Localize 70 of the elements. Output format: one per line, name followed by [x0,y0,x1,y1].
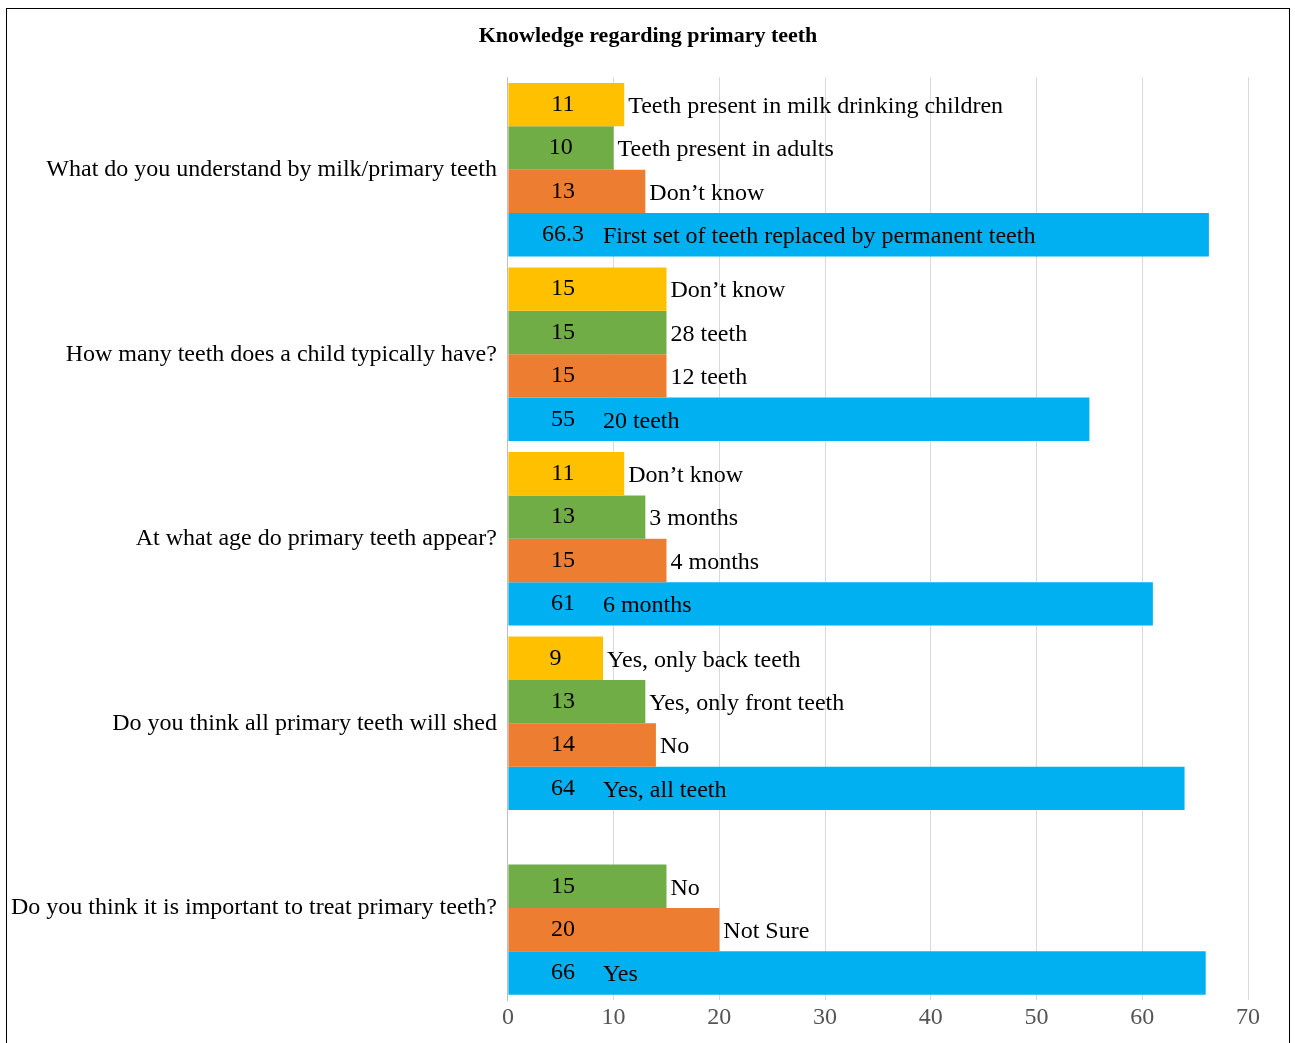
x-tick-label: 70 [1236,1002,1260,1029]
bar [508,495,646,539]
annotation: First set of teeth replaced by permanent teeth [602,222,1036,249]
data-label: 15 [550,274,575,301]
annotation: 6 months [602,591,692,618]
data-label: 13 [550,686,575,713]
annotation: Yes, only back teeth [607,645,801,672]
bar [508,169,646,214]
data-label: 15 [550,545,575,572]
annotation: 3 months [649,504,739,531]
annotation: 20 teeth [602,406,680,433]
data-label: 11 [551,89,575,116]
data-label: 15 [550,317,575,344]
annotation: No [670,873,700,900]
annotation: Don’t know [670,276,787,303]
annotation: No [659,732,690,759]
x-tick-label: 20 [707,1002,732,1029]
bar [508,766,1185,811]
data-label: 61 [550,589,575,616]
data-label: 66 [550,958,575,985]
bar [508,267,667,311]
bar [508,126,614,170]
bar [508,452,625,496]
annotation: 12 teeth [670,363,748,390]
data-label: 13 [550,502,575,529]
x-tick-label: 30 [813,1002,838,1029]
annotation: Yes [602,960,638,987]
bar [508,82,625,127]
bar [508,951,1206,995]
x-tick-label: 0 [501,1002,514,1029]
x-tick-label: 10 [601,1002,626,1029]
data-label: 64 [550,773,575,800]
data-label: 20 [550,914,575,941]
data-label: 14 [550,730,575,757]
annotation: Yes, only front teeth [649,688,845,715]
bar [508,907,720,952]
annotation: Yes, all teeth [602,775,727,802]
chart-title: Knowledge regarding primary teeth [477,22,819,48]
y-tick-label: Do you think it is important to treat primary teeth? [10,893,497,920]
bar [508,864,667,908]
x-tick-label: 40 [918,1002,943,1029]
bar [508,582,1153,626]
x-tick-label: 60 [1130,1002,1155,1029]
x-tick-label: 50 [1024,1002,1049,1029]
bar [508,310,667,355]
y-tick-label: Do you think all primary teeth will shed [112,708,497,735]
annotation: 4 months [670,547,760,574]
y-tick-label: How many teeth does a child typically have? [65,339,497,366]
bar [508,354,667,398]
bar [508,679,646,724]
y-tick-label: What do you understand by milk/primary teeth [46,154,497,181]
data-label: 13 [550,176,575,203]
bar [508,538,667,583]
annotation: Don’t know [628,461,744,488]
bar [508,397,1090,441]
data-label: 66.3 [541,220,584,247]
annotation: 28 teeth [670,319,748,346]
annotation: Don’t know [649,178,765,205]
data-label: 55 [550,404,575,431]
annotation: Teeth present in adults [617,135,834,162]
data-label: 10 [548,133,573,160]
bar [508,636,604,680]
data-label: 15 [550,361,575,388]
data-label: 15 [550,871,575,898]
annotation: Teeth present in milk drinking children [628,91,1004,118]
data-label: 11 [551,459,575,486]
bar [508,723,656,767]
y-tick-label: At what age do primary teeth appear? [135,524,497,551]
annotation: Not Sure [723,916,810,943]
data-label: 9 [549,643,562,670]
